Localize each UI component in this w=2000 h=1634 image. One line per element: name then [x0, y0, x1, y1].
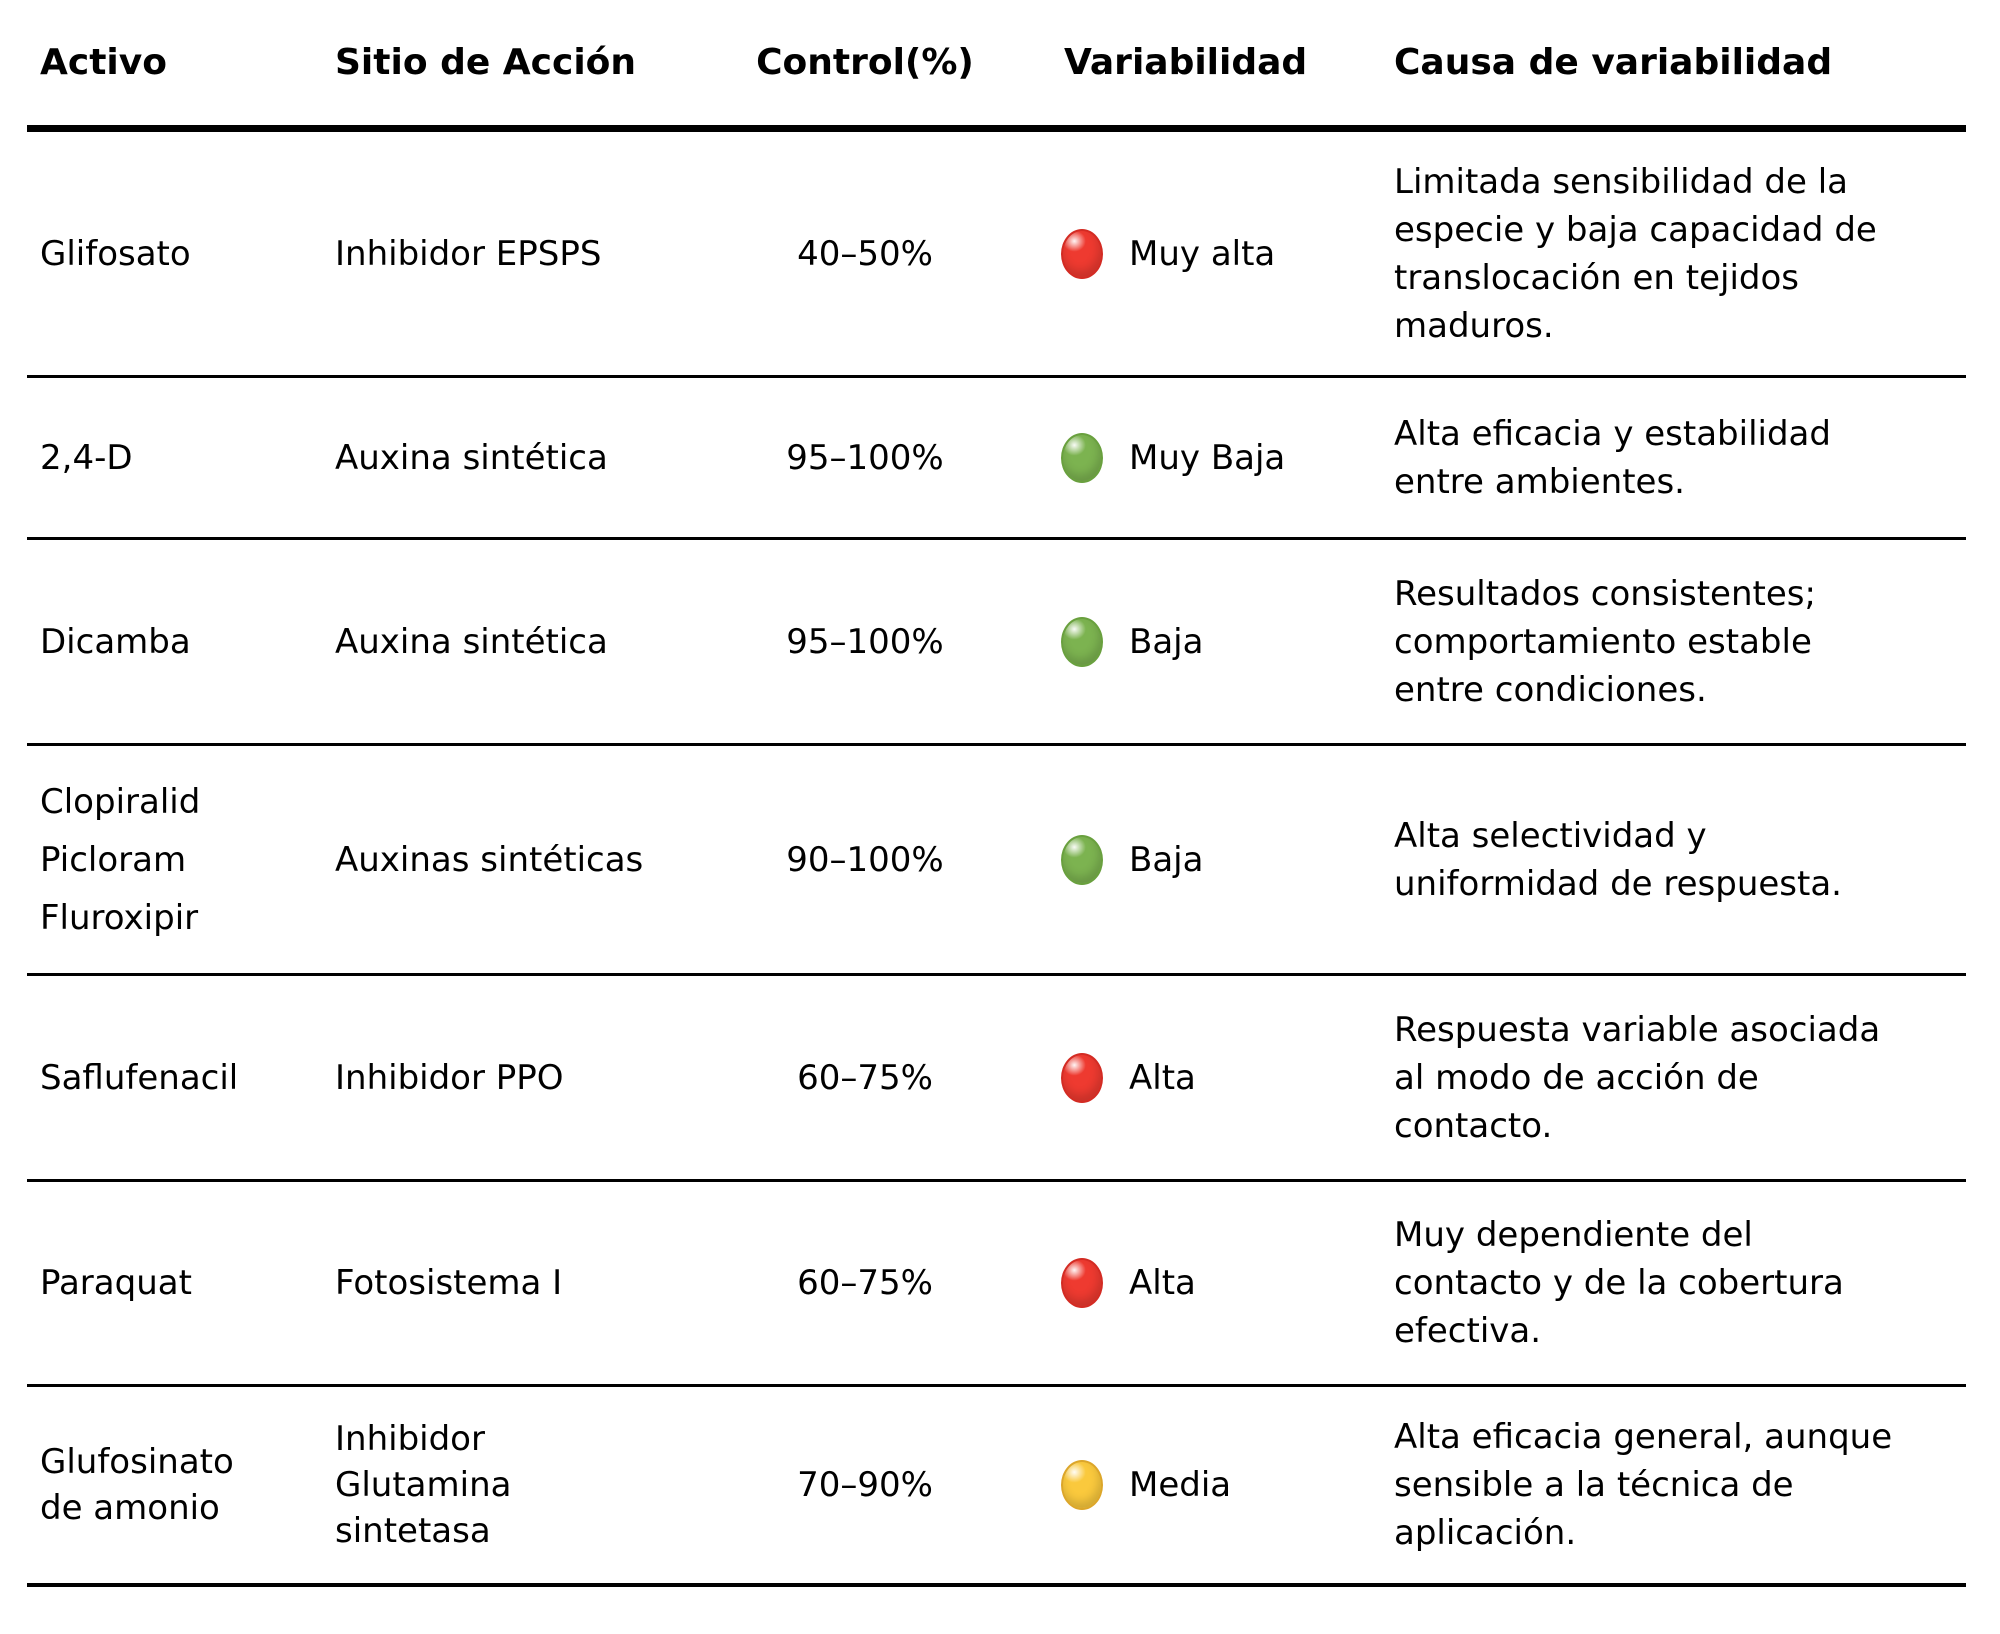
header-row: Activo Sitio de Acción Control(%) Variab…: [27, 0, 1966, 132]
green-dot-icon: [1061, 834, 1103, 885]
control-range: 95–100%: [786, 437, 944, 478]
variability-cause: Alta selectividad y uniformidad de respu…: [1394, 815, 1842, 904]
variability-cause: Resultados consistentes; comportamiento …: [1394, 573, 1816, 710]
control-range: 60–75%: [797, 1057, 933, 1098]
site-of-action: Auxina sintética: [335, 621, 608, 662]
column-header-control: Control(%): [756, 41, 974, 83]
active-name: Saflufenacil: [40, 1057, 239, 1098]
variability-label: Muy Baja: [1129, 437, 1286, 478]
control-range: 40–50%: [797, 233, 933, 274]
variability-label: Alta: [1129, 1263, 1196, 1303]
green-dot-icon: [1061, 432, 1103, 483]
column-header-activo: Activo: [40, 41, 167, 83]
variability-badge: Alta: [1000, 1182, 1390, 1384]
green-dot-icon: [1061, 616, 1103, 667]
red-dot-icon: [1061, 228, 1103, 279]
variability-badge: Baja: [1000, 746, 1390, 973]
variability-cause: Respuesta variable asociada al modo de a…: [1394, 1009, 1881, 1146]
control-range: 70–90%: [797, 1465, 933, 1505]
column-header-variabilidad: Variabilidad: [1064, 41, 1308, 83]
table-row: 2,4-D Auxina sintética 95–100% Muy Baja …: [27, 378, 1966, 540]
herbicide-variability-table: Activo Sitio de Acción Control(%) Variab…: [27, 0, 1966, 1587]
site-of-action: Fotosistema I: [335, 1263, 563, 1303]
variability-label: Baja: [1129, 839, 1204, 880]
red-dot-icon: [1061, 1258, 1103, 1308]
active-name: Dicamba: [40, 621, 191, 662]
variability-badge: Muy Baja: [1000, 378, 1390, 537]
variability-cause: Alta eficacia y estabilidad entre ambien…: [1394, 413, 1831, 502]
site-of-action: Inhibidor EPSPS: [335, 233, 602, 274]
active-name: 2,4-D: [40, 437, 133, 478]
variability-label: Baja: [1129, 621, 1204, 662]
site-of-action: Auxinas sintéticas: [335, 839, 644, 880]
site-of-action: Auxina sintética: [335, 437, 608, 478]
variability-badge: Alta: [1000, 976, 1390, 1179]
variability-label: Muy alta: [1129, 233, 1276, 274]
variability-cause: Alta eficacia general, aunque sensible a…: [1394, 1417, 1893, 1553]
table-row: Glifosato Inhibidor EPSPS 40–50% Muy alt…: [27, 132, 1966, 378]
variability-badge: Media: [1000, 1387, 1390, 1583]
active-name: Glifosato: [40, 233, 191, 274]
variability-badge: Baja: [1000, 540, 1390, 743]
column-header-causa: Causa de variabilidad: [1394, 41, 1833, 83]
table-row: Paraquat Fotosistema I 60–75% Alta Muy d…: [27, 1182, 1966, 1387]
variability-cause: Limitada sensibilidad de la especie y ba…: [1394, 161, 1877, 346]
control-range: 60–75%: [797, 1263, 933, 1303]
column-header-sitio-de-accion: Sitio de Acción: [335, 41, 637, 83]
table-row: Clopiralid Picloram Fluroxipir Auxinas s…: [27, 746, 1966, 976]
active-name: Paraquat: [40, 1263, 192, 1303]
active-name: Clopiralid Picloram Fluroxipir: [40, 781, 201, 938]
table-row: Saflufenacil Inhibidor PPO 60–75% Alta R…: [27, 976, 1966, 1182]
table-row: Dicamba Auxina sintética 95–100% Baja Re…: [27, 540, 1966, 746]
variability-label: Media: [1129, 1465, 1232, 1505]
site-of-action: Inhibidor PPO: [335, 1057, 564, 1098]
site-of-action: Inhibidor Glutamina sintetasa: [335, 1419, 512, 1551]
variability-cause: Muy dependiente del contacto y de la cob…: [1394, 1215, 1844, 1351]
control-range: 95–100%: [786, 621, 944, 662]
table-row: Glufosinato de amonio Inhibidor Glutamin…: [27, 1387, 1966, 1587]
active-name: Glufosinato de amonio: [40, 1442, 234, 1528]
control-range: 90–100%: [786, 839, 944, 880]
variability-label: Alta: [1129, 1057, 1196, 1098]
variability-badge: Muy alta: [1000, 132, 1390, 375]
red-dot-icon: [1061, 1052, 1103, 1103]
yellow-dot-icon: [1061, 1460, 1103, 1510]
